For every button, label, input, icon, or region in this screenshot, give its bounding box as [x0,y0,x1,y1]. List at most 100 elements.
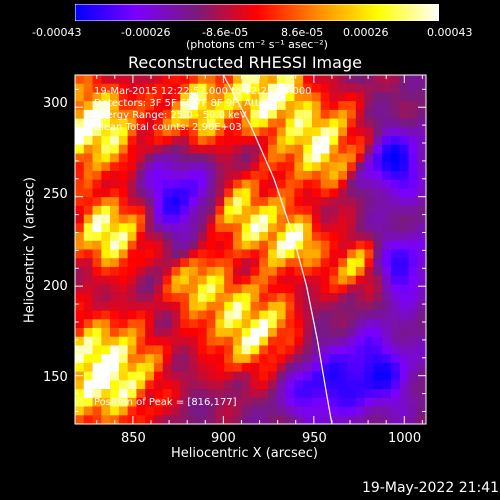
heatmap-cell [259,109,269,119]
heatmap-cell [224,92,234,102]
heatmap-cell [197,205,207,215]
heatmap-cell [276,75,286,85]
heatmap-cell [101,284,111,294]
heatmap-cell [364,336,374,346]
heatmap-cell [162,75,172,85]
heatmap-cell [206,179,216,189]
heatmap-cell [127,406,137,416]
heatmap-cell [224,354,234,364]
heatmap-cell [232,179,243,189]
heatmap-cell [303,109,313,119]
heatmap-cell [250,275,260,285]
heatmap-cell [276,380,286,390]
heatmap-cell [189,301,199,311]
heatmap-cell [127,284,137,294]
heatmap-cell [171,284,181,294]
heatmap-cell [320,144,330,154]
heatmap-cell [329,127,339,137]
heatmap-cell [83,319,93,329]
heatmap-cell [75,223,85,233]
heatmap-cell [382,75,392,85]
heatmap-cell [329,179,339,189]
heatmap-cell [320,275,330,285]
heatmap-cell [232,266,243,276]
heatmap-cell [232,415,243,425]
heatmap-cell [408,118,418,128]
heatmap-cell [408,328,418,338]
heatmap-cell [320,301,330,311]
heatmap-cell [241,83,251,93]
heatmap-cell [145,266,155,276]
heatmap-cell [382,293,392,303]
heatmap-cell [338,301,348,311]
heatmap-cell [127,266,137,276]
heatmap-cell [136,127,146,137]
heatmap-cell [382,371,392,381]
heatmap-cell [294,319,304,329]
heatmap-cell [224,179,234,189]
heatmap-cell [303,415,313,425]
heatmap-cell [101,415,111,425]
heatmap-cell [197,415,207,425]
heatmap-cell [373,284,383,294]
heatmap-cell [347,389,357,399]
heatmap-cell [399,153,409,163]
heatmap-cell [347,170,357,180]
heatmap-cell [311,354,322,364]
heatmap-cell [101,389,111,399]
heatmap-cell [118,336,128,346]
heatmap-cell [329,214,339,224]
heatmap-cell [215,336,225,346]
heatmap-cell [162,205,172,215]
heatmap-cell [197,188,207,198]
heatmap-cell [110,293,120,303]
heatmap-cell [364,75,374,85]
heatmap-cell [92,101,102,111]
heatmap-cell [127,319,137,329]
heatmap-cell [417,179,427,189]
heatmap-cell [364,249,374,259]
heatmap-cell [294,83,304,93]
heatmap-cell [224,389,234,399]
heatmap-cell [311,170,322,180]
heatmap-cell [285,380,295,390]
heatmap-cell [101,240,111,250]
heatmap-cell [189,170,199,180]
heatmap-cell [294,170,304,180]
heatmap-cell [408,336,418,346]
heatmap-cell [83,144,93,154]
heatmap-cell [364,170,374,180]
heatmap-cell [250,153,260,163]
heatmap-cell [338,406,348,416]
heatmap-cell [180,275,190,285]
annotation-detectors: Detectors: 3F 5F 6F 7F 8F 9F, Att 0 [94,98,269,109]
heatmap-cell [338,371,348,381]
heatmap-cell [338,415,348,425]
heatmap-cell [136,284,146,294]
heatmap-cell [355,319,365,329]
heatmap-cell [268,232,278,242]
heatmap-cell [189,310,199,320]
heatmap-cell [303,354,313,364]
heatmap-cell [83,328,93,338]
heatmap-cell [145,258,155,268]
heatmap-cell [180,345,190,355]
heatmap-cell [215,83,225,93]
heatmap-cell [232,293,243,303]
heatmap-cell [311,214,322,224]
heatmap-cell [382,101,392,111]
heatmap-cell [171,162,181,172]
heatmap-cell [347,136,357,146]
heatmap-cell [75,336,85,346]
heatmap-cell [408,345,418,355]
heatmap-cell [320,336,330,346]
heatmap-cell [180,301,190,311]
heatmap-cell [250,101,260,111]
heatmap-cell [408,83,418,93]
heatmap-cell [206,75,216,85]
heatmap-cell [197,197,207,207]
heatmap-cell [197,406,207,416]
heatmap-cell [215,319,225,329]
heatmap-cell [180,319,190,329]
heatmap-cell [382,415,392,425]
